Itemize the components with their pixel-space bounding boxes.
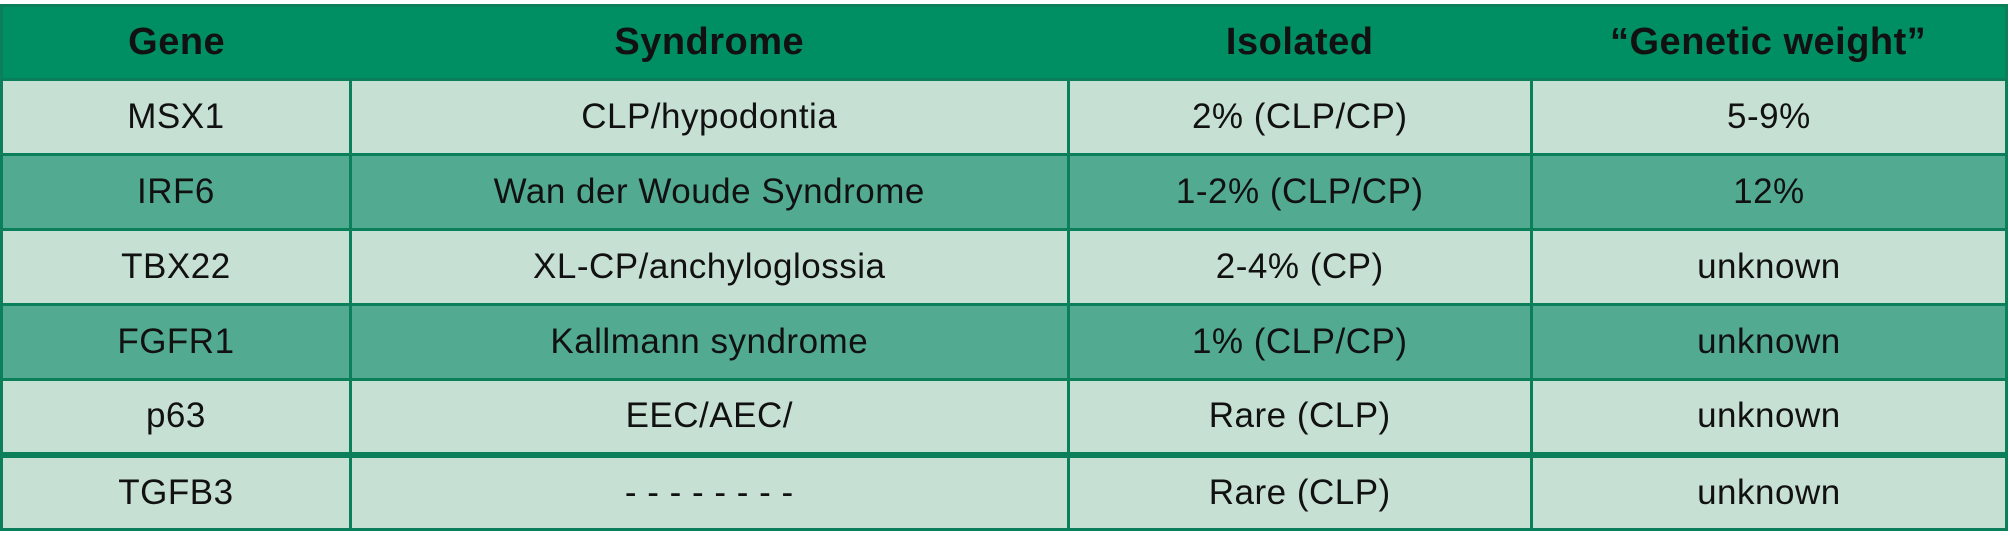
table-cell: 1-2% (CLP/CP) bbox=[1066, 153, 1533, 231]
table-cell: FGFR1 bbox=[0, 303, 352, 381]
table-cell: 1% (CLP/CP) bbox=[1066, 303, 1533, 381]
table-cell: unknown bbox=[1529, 303, 2009, 381]
table-cell: p63 bbox=[0, 378, 352, 456]
table-cell: 2-4% (CP) bbox=[1066, 228, 1533, 306]
table-cell: EEC/AEC/ bbox=[348, 378, 1070, 456]
table-row-tbx22: TBX22 XL-CP/anchyloglossia 2-4% (CP) unk… bbox=[0, 228, 2009, 306]
table-cell: 5-9% bbox=[1529, 78, 2009, 156]
table-cell: unknown bbox=[1529, 378, 2009, 456]
table-cell: TGFB3 bbox=[0, 451, 352, 531]
column-header-syndrome: Syndrome bbox=[350, 5, 1069, 81]
table-cell: 2% (CLP/CP) bbox=[1066, 78, 1533, 156]
table-row-tgfb3: TGFB3 - - - - - - - - Rare (CLP) unknown bbox=[0, 451, 2009, 531]
table-cell: Rare (CLP) bbox=[1066, 451, 1533, 531]
table-cell: MSX1 bbox=[0, 78, 352, 156]
column-header-genetic-weight: “Genetic weight” bbox=[1531, 5, 2007, 81]
table-cell: XL-CP/anchyloglossia bbox=[348, 228, 1070, 306]
column-header-isolated: Isolated bbox=[1068, 5, 1532, 81]
table-cell: - - - - - - - - bbox=[348, 451, 1070, 531]
table-cell: TBX22 bbox=[0, 228, 352, 306]
table-cell: Kallmann syndrome bbox=[348, 303, 1070, 381]
table-cell: unknown bbox=[1529, 451, 2009, 531]
table-cell: Wan der Woude Syndrome bbox=[348, 153, 1070, 231]
table-cell: IRF6 bbox=[0, 153, 352, 231]
table-row-fgfr1: FGFR1 Kallmann syndrome 1% (CLP/CP) unkn… bbox=[0, 303, 2009, 381]
column-header-gene: Gene bbox=[1, 5, 351, 81]
table-cell: Rare (CLP) bbox=[1066, 378, 1533, 456]
header-row: Gene Syndrome Isolated “Genetic weight” bbox=[1, 5, 2007, 81]
table-cell: unknown bbox=[1529, 228, 2009, 306]
table-row-irf6: IRF6 Wan der Woude Syndrome 1-2% (CLP/CP… bbox=[0, 153, 2009, 231]
table-cell: 12% bbox=[1529, 153, 2009, 231]
table-row-msx1: MSX1 CLP/hypodontia 2% (CLP/CP) 5-9% bbox=[0, 78, 2009, 156]
gene-syndrome-table: Gene Syndrome Isolated “Genetic weight” … bbox=[0, 4, 2009, 531]
table-cell: CLP/hypodontia bbox=[348, 78, 1070, 156]
table-row-p63: p63 EEC/AEC/ Rare (CLP) unknown bbox=[0, 378, 2009, 456]
